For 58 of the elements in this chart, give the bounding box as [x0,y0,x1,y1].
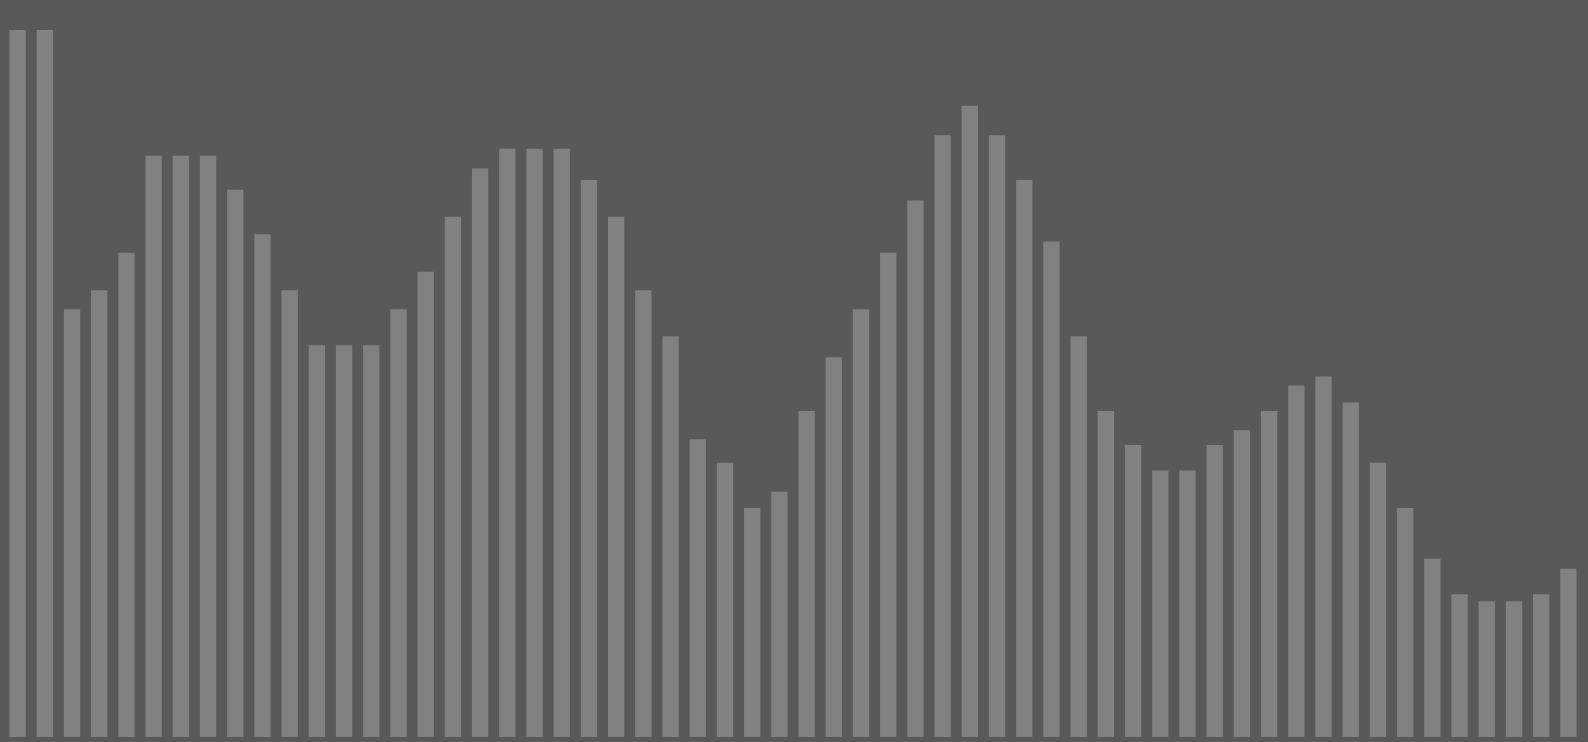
bar [798,411,815,737]
bar [9,30,26,737]
bar [417,271,434,737]
bar [118,252,135,737]
bar [1124,445,1142,737]
bar [1560,568,1577,737]
bar [1505,601,1523,737]
bar [1152,470,1169,737]
bar [308,345,326,737]
bar [227,189,244,737]
bar [907,200,924,737]
bar [1478,601,1495,737]
bar [1043,241,1060,737]
bar [825,357,842,737]
bar [934,135,951,737]
bar [716,462,734,737]
bar [771,491,788,737]
bar [390,309,407,737]
bar [91,290,108,737]
bar [1451,594,1468,737]
bar [607,216,625,737]
bar [961,105,979,737]
bar [1369,462,1387,737]
bar [1533,594,1550,737]
bar [744,507,761,737]
bar [254,234,271,737]
bar [63,309,81,737]
bar [1396,507,1414,737]
bar [145,155,162,737]
bar [1206,445,1223,737]
bar [444,216,462,737]
bar [1179,470,1196,737]
bar [172,155,190,737]
bar [1233,430,1251,737]
bar [526,148,543,737]
bar [1342,402,1359,737]
bar [1070,336,1087,737]
bar [1424,558,1441,737]
bar [1315,376,1332,737]
bar [1016,179,1033,737]
bar [199,155,217,737]
bar [689,439,706,737]
bar [471,168,489,737]
bar [36,30,53,737]
bar [553,148,570,737]
bar [852,309,870,737]
bar [363,345,380,737]
bar [635,290,652,737]
bar [1260,411,1278,737]
bar [281,290,298,737]
bar [1097,411,1115,737]
bar [499,148,516,737]
bar [988,135,1006,737]
bar [662,336,679,737]
bar [580,179,598,737]
bar [880,252,897,737]
bar [335,345,353,737]
bar [1288,385,1305,737]
